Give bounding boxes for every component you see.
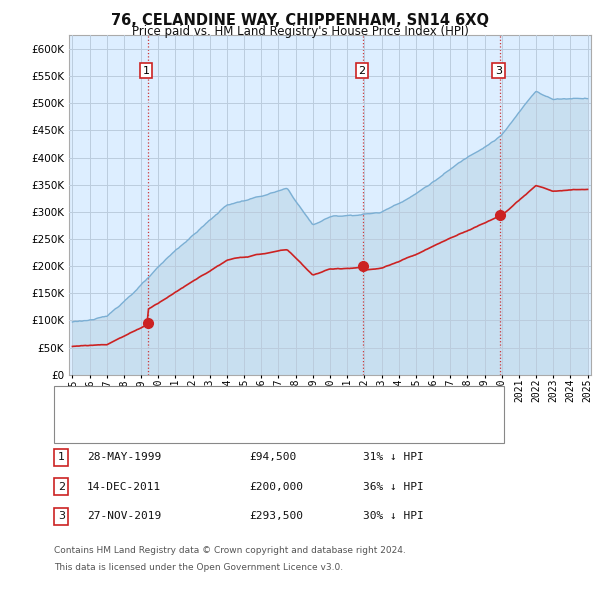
Text: This data is licensed under the Open Government Licence v3.0.: This data is licensed under the Open Gov… xyxy=(54,563,343,572)
Text: £200,000: £200,000 xyxy=(249,482,303,491)
Text: 14-DEC-2011: 14-DEC-2011 xyxy=(87,482,161,491)
Text: 3: 3 xyxy=(495,65,502,76)
Text: 2: 2 xyxy=(358,65,365,76)
Text: 2: 2 xyxy=(58,482,65,491)
Text: 27-NOV-2019: 27-NOV-2019 xyxy=(87,512,161,521)
Text: £94,500: £94,500 xyxy=(249,453,296,462)
Text: 1: 1 xyxy=(142,65,149,76)
Text: 76, CELANDINE WAY, CHIPPENHAM, SN14 6XQ: 76, CELANDINE WAY, CHIPPENHAM, SN14 6XQ xyxy=(111,13,489,28)
Text: Price paid vs. HM Land Registry's House Price Index (HPI): Price paid vs. HM Land Registry's House … xyxy=(131,25,469,38)
Text: ———: ——— xyxy=(66,393,103,406)
Text: £293,500: £293,500 xyxy=(249,512,303,521)
Text: 76, CELANDINE WAY, CHIPPENHAM, SN14 6XQ (detached house): 76, CELANDINE WAY, CHIPPENHAM, SN14 6XQ … xyxy=(93,395,428,404)
Text: 30% ↓ HPI: 30% ↓ HPI xyxy=(363,512,424,521)
Text: 3: 3 xyxy=(58,512,65,521)
Text: 28-MAY-1999: 28-MAY-1999 xyxy=(87,453,161,462)
Text: Contains HM Land Registry data © Crown copyright and database right 2024.: Contains HM Land Registry data © Crown c… xyxy=(54,546,406,555)
Text: 31% ↓ HPI: 31% ↓ HPI xyxy=(363,453,424,462)
Text: HPI: Average price, detached house, Wiltshire: HPI: Average price, detached house, Wilt… xyxy=(93,420,332,430)
Text: 1: 1 xyxy=(58,453,65,462)
Text: ———: ——— xyxy=(66,418,103,431)
Text: 36% ↓ HPI: 36% ↓ HPI xyxy=(363,482,424,491)
